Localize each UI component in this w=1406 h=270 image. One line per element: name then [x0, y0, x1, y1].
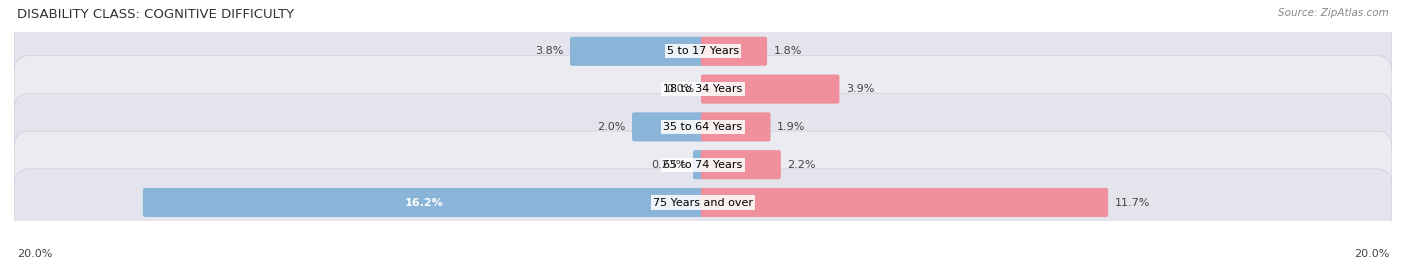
Text: 5 to 17 Years: 5 to 17 Years	[666, 46, 740, 56]
FancyBboxPatch shape	[14, 55, 1392, 123]
FancyBboxPatch shape	[143, 188, 704, 217]
FancyBboxPatch shape	[633, 112, 704, 141]
Text: 20.0%: 20.0%	[17, 249, 52, 259]
FancyBboxPatch shape	[702, 150, 780, 179]
Text: 11.7%: 11.7%	[1115, 197, 1150, 208]
Text: 35 to 64 Years: 35 to 64 Years	[664, 122, 742, 132]
FancyBboxPatch shape	[702, 75, 839, 104]
Text: 2.2%: 2.2%	[787, 160, 815, 170]
FancyBboxPatch shape	[14, 18, 1392, 85]
Text: 0.23%: 0.23%	[651, 160, 686, 170]
FancyBboxPatch shape	[14, 93, 1392, 161]
Text: 1.9%: 1.9%	[778, 122, 806, 132]
Text: 2.0%: 2.0%	[598, 122, 626, 132]
FancyBboxPatch shape	[702, 37, 768, 66]
Text: 75 Years and over: 75 Years and over	[652, 197, 754, 208]
Text: 3.9%: 3.9%	[846, 84, 875, 94]
Text: 20.0%: 20.0%	[1354, 249, 1389, 259]
Text: 16.2%: 16.2%	[405, 197, 443, 208]
Text: 3.8%: 3.8%	[536, 46, 564, 56]
FancyBboxPatch shape	[693, 150, 704, 179]
Text: DISABILITY CLASS: COGNITIVE DIFFICULTY: DISABILITY CLASS: COGNITIVE DIFFICULTY	[17, 8, 294, 21]
FancyBboxPatch shape	[14, 131, 1392, 198]
Text: Source: ZipAtlas.com: Source: ZipAtlas.com	[1278, 8, 1389, 18]
FancyBboxPatch shape	[569, 37, 704, 66]
Text: 65 to 74 Years: 65 to 74 Years	[664, 160, 742, 170]
FancyBboxPatch shape	[702, 112, 770, 141]
Text: 0.0%: 0.0%	[666, 84, 695, 94]
Text: 1.8%: 1.8%	[773, 46, 801, 56]
FancyBboxPatch shape	[702, 188, 1108, 217]
FancyBboxPatch shape	[14, 169, 1392, 236]
Text: 18 to 34 Years: 18 to 34 Years	[664, 84, 742, 94]
